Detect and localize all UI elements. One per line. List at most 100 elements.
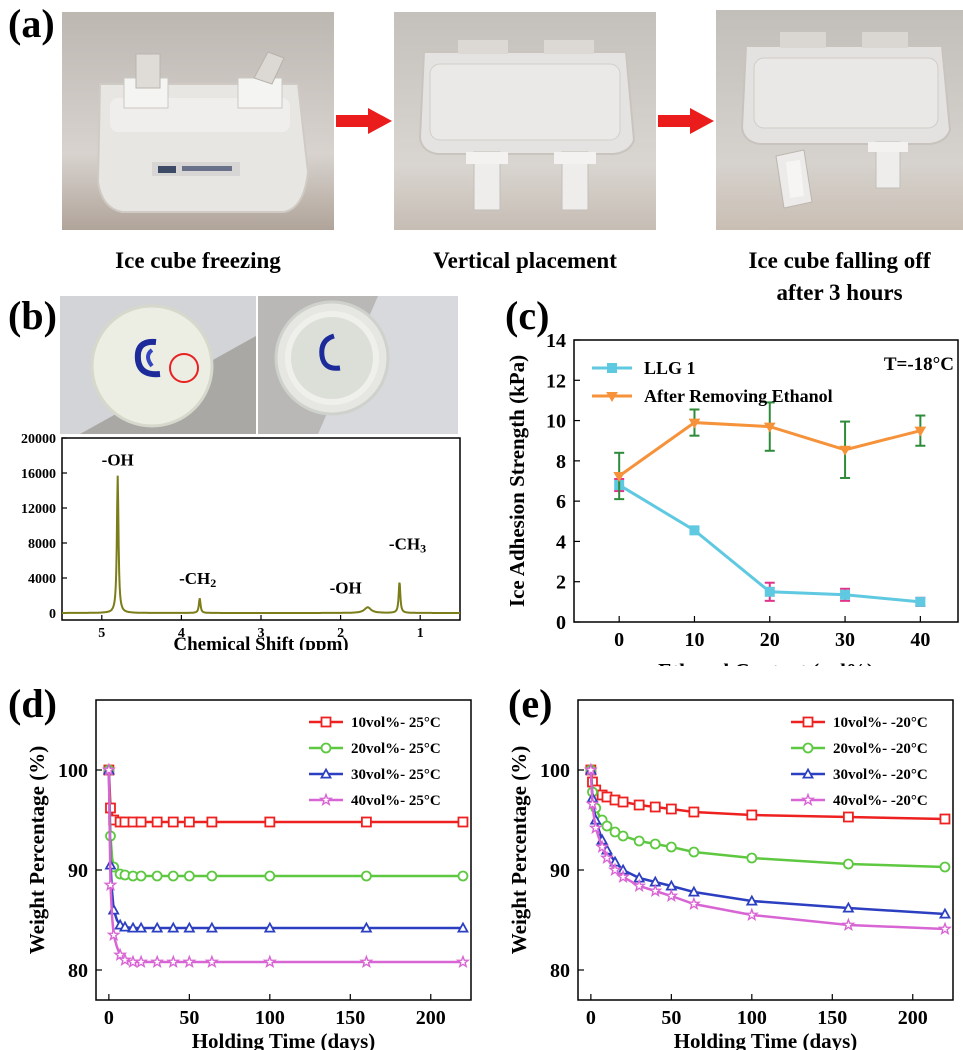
data-point <box>151 870 163 882</box>
data-point <box>183 921 196 933</box>
panel-a-label: (a) <box>8 1 55 46</box>
photo-vertical-placement <box>394 12 656 230</box>
x-tick-label: 40 <box>910 629 930 651</box>
data-point <box>840 589 851 600</box>
data-point <box>167 921 180 933</box>
data-point <box>205 921 218 933</box>
spectrum-line <box>62 475 460 614</box>
data-point <box>106 927 121 942</box>
x-tick-label: 50 <box>179 1007 199 1029</box>
legend-label: 10vol%- -20°C <box>833 715 928 731</box>
y-axis-title: Weight Percentage (%) <box>25 746 49 954</box>
data-point <box>206 870 218 882</box>
y-tick-label: 12 <box>546 370 566 392</box>
data-point <box>135 921 148 933</box>
data-point <box>456 921 469 933</box>
peak-label: -CH2 <box>179 569 216 590</box>
legend-label: 40vol%- 25°C <box>351 793 441 809</box>
y-tick-label: 4 <box>556 531 566 553</box>
data-point <box>686 896 701 911</box>
y-tick-label: 12000 <box>21 502 56 517</box>
data-point <box>744 907 759 922</box>
x-tick-label: 0 <box>104 1007 114 1029</box>
data-point <box>167 816 179 828</box>
data-point <box>262 954 277 969</box>
data-point <box>665 841 677 853</box>
data-point <box>648 883 663 898</box>
photo-sample-before <box>60 296 256 434</box>
y-tick-label: 100 <box>540 760 570 782</box>
y-tick-label: 0 <box>49 607 56 622</box>
temperature-annotation: T=-18°C <box>884 354 954 375</box>
y-axis-title: Weight Percentage (%) <box>507 746 531 954</box>
y-tick-label: 0 <box>556 612 566 634</box>
data-point <box>101 762 116 777</box>
x-axis-title: Holding Time (days) <box>674 1029 858 1050</box>
data-point <box>126 921 140 933</box>
x-tick-label: 0 <box>586 1007 596 1029</box>
data-point <box>745 894 758 906</box>
data-point <box>359 954 374 969</box>
plot-frame <box>95 699 472 1001</box>
data-point <box>688 418 701 429</box>
legend-label: After Removing Ethanol <box>644 386 833 406</box>
legend-marker <box>800 792 816 807</box>
photo-ice-cube-falling-off <box>716 10 963 230</box>
panel-d-label: (d) <box>8 681 57 726</box>
caption-ice-cube-falling-off: Ice cube falling off <box>748 248 931 273</box>
data-point <box>118 920 131 932</box>
y-tick-label: 100 <box>58 760 88 782</box>
data-point <box>746 809 758 821</box>
peak-label: -OH <box>102 451 134 470</box>
data-point <box>595 839 610 854</box>
data-point <box>649 838 661 850</box>
x-tick-label: 150 <box>335 1007 365 1029</box>
data-point <box>613 471 626 482</box>
data-point <box>599 850 615 865</box>
x-tick-label: 30 <box>835 629 855 651</box>
y-tick-label: 8 <box>556 451 566 473</box>
legend-marker <box>802 742 814 754</box>
data-point <box>264 870 276 882</box>
caption-ice-cube-freezing: Ice cube freezing <box>115 248 281 273</box>
data-point <box>167 870 179 882</box>
data-point <box>360 870 372 882</box>
data-point <box>183 816 195 828</box>
data-point <box>263 921 276 933</box>
data-point <box>615 869 631 884</box>
x-tick-label: 0 <box>614 629 624 651</box>
arrow-right-1 <box>336 108 392 134</box>
data-point <box>764 586 775 597</box>
panel-c-label: (c) <box>505 293 550 338</box>
legend-marker <box>319 767 333 779</box>
x-tick-label: 150 <box>817 1007 847 1029</box>
data-point <box>665 803 677 815</box>
data-point <box>135 816 147 828</box>
data-point <box>939 813 951 825</box>
caption-vertical-placement: Vertical placement <box>433 248 617 273</box>
data-point <box>113 947 128 962</box>
photo-ice-cube-freezing <box>62 12 334 230</box>
legend-marker <box>802 716 814 728</box>
data-point <box>915 596 926 607</box>
data-point <box>763 422 776 433</box>
data-point <box>688 846 700 858</box>
data-point <box>588 820 603 835</box>
x-tick-label: 3 <box>258 626 265 641</box>
arrow-right-2 <box>658 108 714 134</box>
legend-label: 20vol%- -20°C <box>833 741 928 757</box>
x-tick-label: 100 <box>737 1007 767 1029</box>
legend-label: 30vol%- -20°C <box>833 767 928 783</box>
data-point <box>117 952 133 967</box>
legend-marker <box>320 716 332 728</box>
weight-percentage-minus20c-chart: 80 90 100 0 50 100 150 200 Holding Time (days) We… <box>507 699 954 1050</box>
data-point <box>839 445 851 456</box>
data-point <box>632 878 647 893</box>
data-point <box>103 877 118 892</box>
data-point <box>617 830 629 842</box>
panel-b-label: (b) <box>8 293 57 338</box>
data-point <box>135 870 147 882</box>
data-point <box>166 954 181 969</box>
x-tick-label: 200 <box>416 1007 446 1029</box>
data-point <box>842 901 855 913</box>
